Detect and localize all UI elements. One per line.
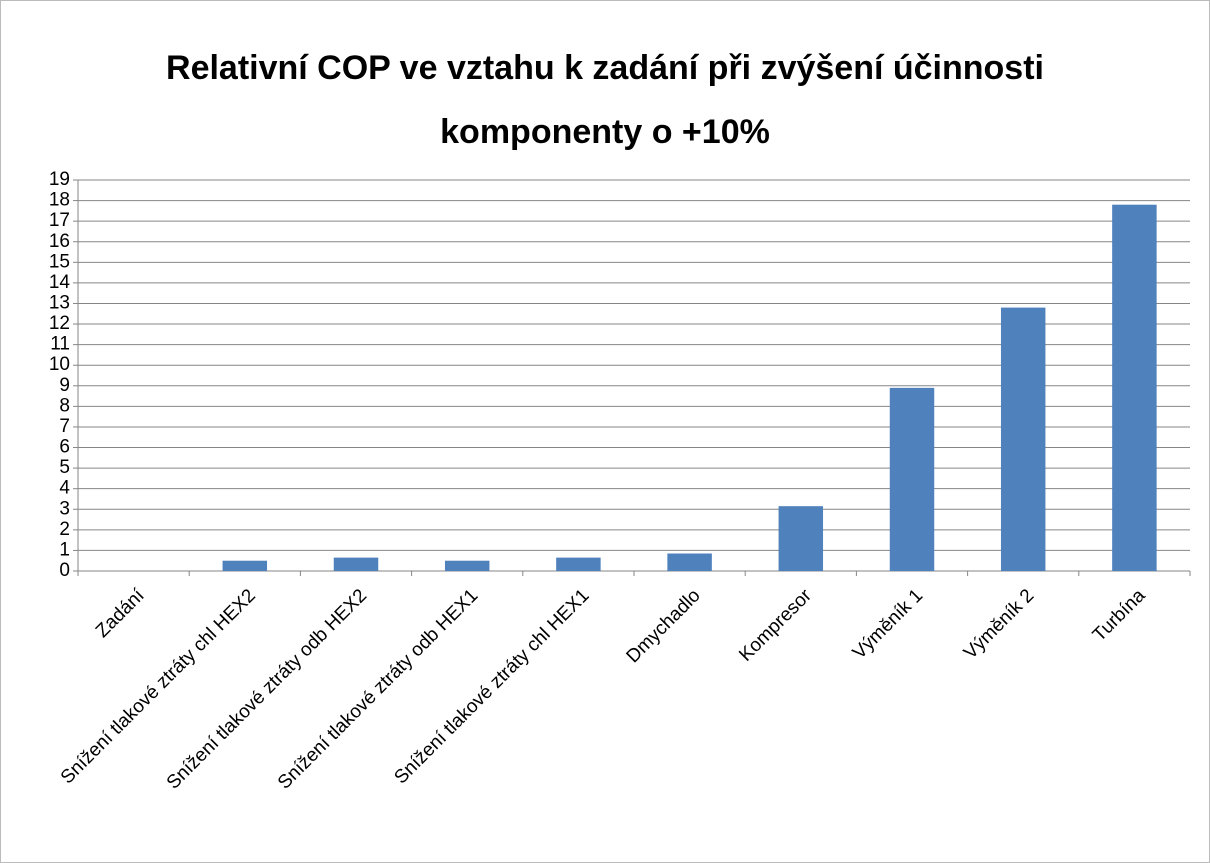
bar: [333, 557, 379, 571]
x-tick-label: Turbína: [1089, 585, 1150, 646]
bar: [222, 560, 268, 571]
y-tick-label: 9: [59, 375, 70, 396]
y-tick-label: 13: [49, 292, 70, 313]
x-tick-label: Snížení tlakové ztráty odb HEX2: [163, 585, 371, 793]
bar: [1000, 307, 1046, 571]
y-tick-label: 5: [59, 457, 70, 478]
bar: [444, 560, 490, 571]
y-tick-label: 12: [49, 313, 70, 334]
x-tick-label: Dmychadlo: [623, 585, 705, 667]
x-tick-label: Zadání: [92, 585, 149, 642]
x-tick-label: Výměník 1: [849, 585, 927, 663]
bar: [778, 506, 824, 571]
bar: [556, 557, 601, 571]
y-tick-label: 11: [50, 334, 70, 355]
x-tick-label: Kompresor: [735, 585, 816, 666]
y-tick-label: 19: [49, 169, 70, 190]
y-tick-label: 0: [59, 560, 70, 581]
x-tick-label: Výměník 2: [960, 585, 1038, 663]
x-tick-label: Snížení tlakové ztráty chl HEX2: [57, 585, 260, 788]
y-tick-label: 18: [49, 190, 70, 211]
y-tick-label: 4: [59, 478, 70, 499]
y-tick-label: 3: [59, 498, 70, 519]
y-tick-label: 7: [59, 416, 70, 437]
y-tick-label: 17: [49, 210, 70, 231]
x-tick-label: Snížení tlakové ztráty chl HEX1: [390, 585, 593, 788]
bar: [1112, 204, 1157, 571]
y-tick-label: 14: [49, 272, 71, 293]
y-tick-label: 1: [59, 539, 70, 560]
y-tick-label: 15: [49, 251, 70, 272]
bar: [667, 553, 712, 571]
chart-title: Relativní COP ve vztahu k zadání při zvý…: [166, 49, 1044, 151]
y-tick-label: 16: [49, 231, 70, 252]
y-tick-label: 6: [59, 437, 70, 458]
y-tick-label: 2: [59, 519, 70, 540]
y-tick-label: 10: [49, 354, 70, 375]
y-tick-label: 8: [59, 395, 70, 416]
bar: [889, 387, 935, 571]
x-tick-label: Snížení tlakové ztráty odb HEX1: [274, 585, 482, 793]
